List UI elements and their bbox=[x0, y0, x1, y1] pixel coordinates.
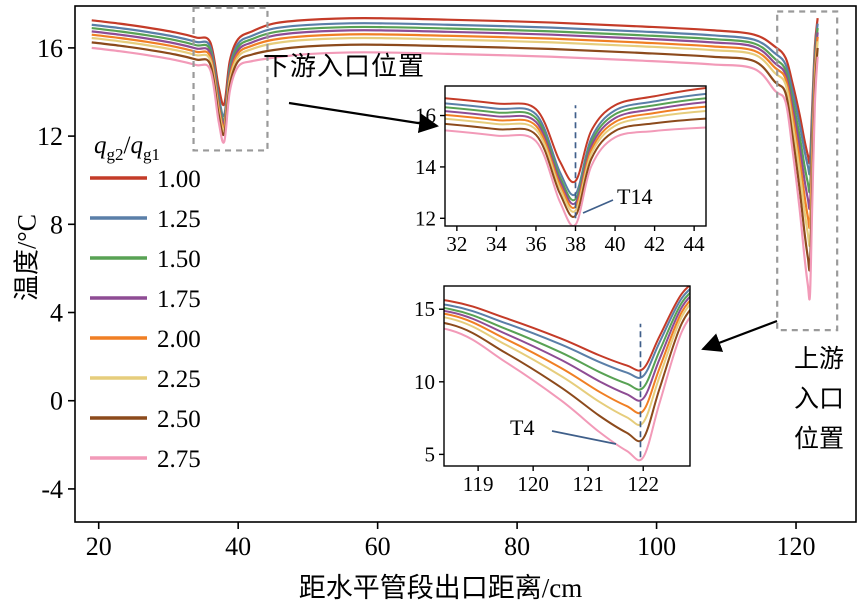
upstream-line-1: 上游 bbox=[793, 346, 844, 373]
downstream-inset-x-tick-label: 40 bbox=[605, 232, 626, 256]
downstream-inset-x-tick-label: 42 bbox=[644, 232, 665, 256]
downstream-inset-pointer-line bbox=[582, 199, 614, 214]
upstream-line-3: 位置 bbox=[793, 426, 844, 453]
upstream-inset-series-2.75 bbox=[444, 315, 690, 462]
upstream-inset-series-1.00 bbox=[444, 286, 690, 372]
series-line-2.50 bbox=[91, 41, 819, 272]
legend-label-1.75: 1.75 bbox=[157, 286, 201, 313]
y-tick-label: 8 bbox=[50, 210, 63, 239]
x-tick-label: 120 bbox=[777, 532, 816, 561]
y-tick-label: 0 bbox=[50, 387, 63, 416]
upstream-inset-y-tick-label: 15 bbox=[414, 297, 435, 321]
legend-label-2.00: 2.00 bbox=[157, 326, 201, 353]
y-tick-label: 12 bbox=[37, 122, 63, 151]
downstream-inlet-annotation: 下游入口位置 bbox=[263, 52, 426, 81]
upstream-inset-series-2.00 bbox=[444, 299, 690, 415]
downstream-inset-x-tick-label: 32 bbox=[446, 232, 467, 256]
upstream-inset-pointer-line bbox=[551, 430, 617, 445]
upstream-inset-x-tick-label: 120 bbox=[517, 472, 549, 496]
downstream-inset-series-1.50 bbox=[445, 97, 706, 202]
x-tick-label: 60 bbox=[365, 532, 391, 561]
legend-label-1.25: 1.25 bbox=[157, 206, 201, 233]
legend-label-2.75: 2.75 bbox=[157, 446, 201, 473]
upstream-inlet-annotation: 上游 入口 位置 bbox=[791, 340, 847, 460]
zoom-arrow-upstream bbox=[701, 319, 778, 352]
main-ticks: 20 40 60 80 100 120 -4 0 4 8 12 16 bbox=[37, 34, 816, 561]
zoom-arrow-downstream bbox=[288, 101, 439, 134]
series-line-2.00 bbox=[91, 33, 819, 230]
x-axis-label: 距水平管段出口距离/cm bbox=[298, 573, 583, 603]
downstream-inset-y-tick-label: 12 bbox=[415, 206, 436, 230]
upstream-inset-x-tick-label: 122 bbox=[627, 472, 659, 496]
series-line-1.50 bbox=[91, 25, 819, 194]
x-tick-label: 20 bbox=[86, 532, 112, 561]
downstream-inset-x-tick-label: 36 bbox=[525, 232, 546, 256]
upstream-inset-y-tick-label: 10 bbox=[414, 370, 435, 394]
downstream-inset-x-tick-label: 34 bbox=[486, 232, 508, 256]
series-line-2.75 bbox=[91, 46, 819, 301]
main-series-group bbox=[91, 17, 819, 301]
upstream-line-2: 入口 bbox=[793, 386, 844, 413]
downstream-inset-x-tick-label: 44 bbox=[684, 232, 706, 256]
downstream-inset-series-2.25 bbox=[445, 109, 706, 213]
highlight-box-downstream bbox=[192, 6, 269, 152]
legend-label-2.50: 2.50 bbox=[157, 406, 201, 433]
y-tick-label: 16 bbox=[37, 34, 63, 63]
upstream-inset-series-1.25 bbox=[444, 287, 690, 379]
upstream-inset-series-2.50 bbox=[444, 308, 690, 443]
series-line-1.75 bbox=[91, 29, 819, 211]
upstream-inset-x-tick-label: 119 bbox=[463, 472, 494, 496]
main-axes-frame bbox=[74, 5, 857, 523]
downstream-inset-series-2.75 bbox=[445, 126, 706, 226]
legend-title: qg2/qg1 bbox=[94, 132, 160, 164]
downstream-inset-series-1.00 bbox=[445, 87, 706, 184]
legend-label-1.00: 1.00 bbox=[157, 166, 201, 193]
highlight-box-upstream bbox=[776, 10, 839, 332]
legend-label-1.50: 1.50 bbox=[157, 246, 201, 273]
upstream-inset-series-1.50 bbox=[444, 291, 690, 391]
t4-point-label: T4 bbox=[510, 415, 535, 440]
x-tick-label: 40 bbox=[225, 532, 251, 561]
series-line-1.00 bbox=[91, 17, 819, 165]
downstream-inset-x-tick-label: 38 bbox=[565, 232, 586, 256]
x-tick-label: 100 bbox=[637, 532, 676, 561]
series-line-1.25 bbox=[91, 22, 819, 176]
upstream-inset-series-1.75 bbox=[444, 295, 690, 402]
downstream-inset-y-tick-label: 14 bbox=[415, 155, 437, 179]
upstream-inset-x-tick-label: 121 bbox=[572, 472, 604, 496]
upstream-inset-y-tick-label: 5 bbox=[425, 442, 436, 466]
t14-point-label: T14 bbox=[617, 184, 653, 209]
y-tick-label: -4 bbox=[41, 475, 63, 504]
x-tick-label: 80 bbox=[504, 532, 530, 561]
y-axis-label: 温度/°C bbox=[12, 214, 42, 301]
upstream-inset-frame bbox=[443, 285, 691, 467]
upstream-inset-series-2.25 bbox=[444, 302, 690, 426]
upstream-inset: 119 120 121 122 5 10 15 bbox=[414, 285, 691, 496]
legend-label-2.25: 2.25 bbox=[157, 366, 201, 393]
series-line-2.25 bbox=[91, 36, 819, 247]
y-tick-label: 4 bbox=[50, 299, 63, 328]
